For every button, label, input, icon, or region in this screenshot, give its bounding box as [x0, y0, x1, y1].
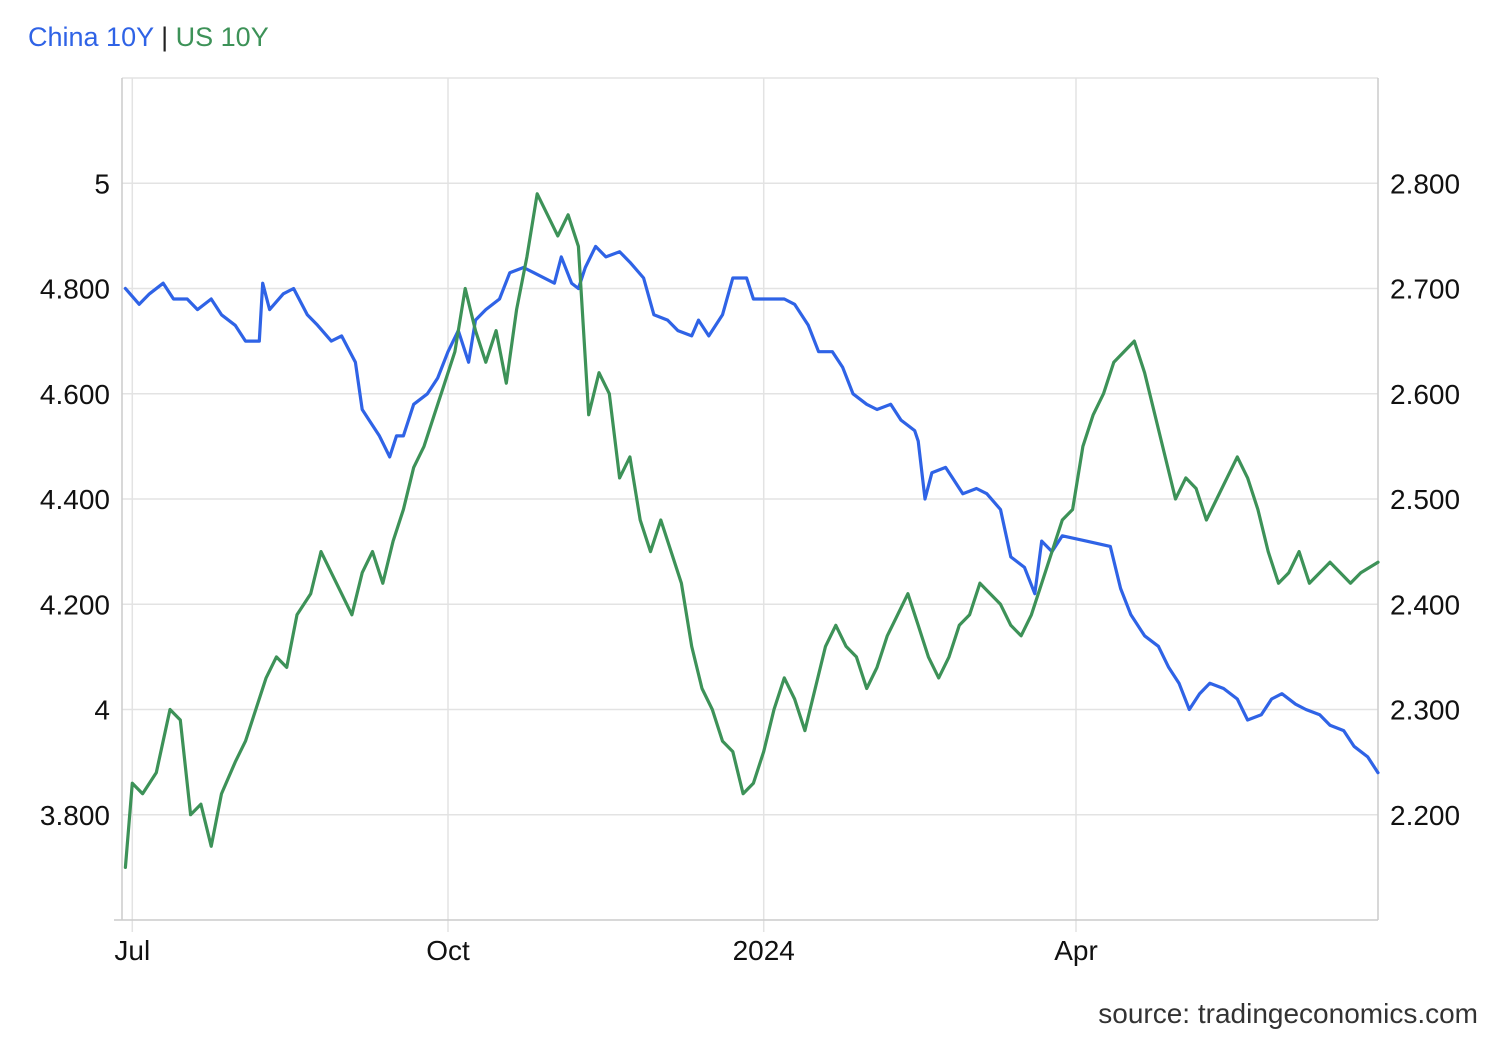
- y-right-tick-label: 2.200: [1390, 800, 1460, 831]
- chart-legend: China 10Y | US 10Y: [28, 22, 269, 53]
- y-right-tick-label: 2.300: [1390, 695, 1460, 726]
- y-right-tick-label: 2.700: [1390, 274, 1460, 305]
- source-attribution[interactable]: source: tradingeconomics.com: [1098, 998, 1478, 1029]
- us-10y-line: [123, 192, 1380, 870]
- y-left-tick-label: 4.800: [40, 274, 110, 305]
- x-tick-label: Oct: [426, 935, 470, 966]
- y-left-tick-label: 4.200: [40, 589, 110, 620]
- y-right-tick-label: 2.500: [1390, 484, 1460, 515]
- legend-us-10y[interactable]: US 10Y: [175, 22, 269, 52]
- china-10y-line: [123, 244, 1380, 775]
- x-tick-label: Apr: [1054, 935, 1098, 966]
- y-right-tick-label: 2.800: [1390, 168, 1460, 199]
- y-left-tick-label: 4: [94, 695, 110, 726]
- y-right-tick-label: 2.400: [1390, 589, 1460, 620]
- legend-separator: |: [161, 22, 169, 52]
- y-left-tick-label: 4.600: [40, 379, 110, 410]
- series-lines: [123, 192, 1380, 870]
- tick-labels: 3.800 4 4.200 4.400 4.600 4.800 5 2.200 2.300 2.4…: [40, 168, 1460, 966]
- y-left-tick-label: 5: [94, 168, 110, 199]
- y-left-tick-label: 4.400: [40, 484, 110, 515]
- x-tick-label: Jul: [114, 935, 150, 966]
- grid-lines: [122, 77, 1378, 932]
- y-right-tick-label: 2.600: [1390, 379, 1460, 410]
- x-tick-label: 2024: [733, 935, 795, 966]
- legend-china-10y[interactable]: China 10Y: [28, 22, 154, 52]
- y-left-tick-label: 3.800: [40, 800, 110, 831]
- axes: [114, 78, 1379, 921]
